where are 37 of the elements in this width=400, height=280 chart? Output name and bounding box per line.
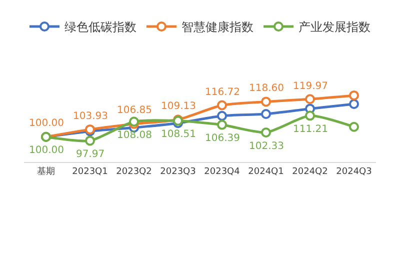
x-tick-label: 2023Q1 xyxy=(72,167,108,178)
legend-label: 产业发展指数 xyxy=(298,20,370,34)
data-label: 103.93 xyxy=(73,111,108,122)
data-label: 116.72 xyxy=(205,87,240,98)
data-label: 108.08 xyxy=(117,130,152,141)
data-label: 109.13 xyxy=(161,101,196,112)
point xyxy=(305,110,315,121)
x-tick-label: 2023Q3 xyxy=(160,167,196,178)
point xyxy=(349,90,359,100)
x-tick-label: 2024Q1 xyxy=(248,167,284,178)
point xyxy=(217,110,227,121)
data-label: 106.39 xyxy=(205,133,240,144)
data-label: 100.00 xyxy=(29,145,64,156)
data-label: 97.97 xyxy=(76,149,105,160)
point xyxy=(349,98,359,109)
data-label: 100.00 xyxy=(29,118,64,129)
point xyxy=(261,109,271,119)
x-tick-label: 2023Q4 xyxy=(204,167,240,178)
x-tick-label: 2024Q3 xyxy=(336,167,372,178)
data-label: 102.33 xyxy=(249,141,284,152)
point xyxy=(85,136,95,146)
point xyxy=(217,100,227,110)
point xyxy=(261,96,271,107)
x-tick-label: 基期 xyxy=(37,166,55,178)
point xyxy=(305,94,315,104)
x-tick-label: 2024Q2 xyxy=(292,167,328,178)
point xyxy=(217,120,227,130)
x-tick-label: 2023Q2 xyxy=(116,167,152,178)
data-label: 118.60 xyxy=(249,83,284,94)
legend-label: 绿色低碳指数 xyxy=(64,20,136,34)
data-label: 111.21 xyxy=(293,124,328,135)
legend-label: 智慧健康指数 xyxy=(182,20,254,34)
point xyxy=(261,127,271,138)
data-label: 106.85 xyxy=(117,105,152,116)
data-label: 108.51 xyxy=(161,129,196,140)
data-label: 119.97 xyxy=(293,81,328,92)
point xyxy=(349,122,359,132)
